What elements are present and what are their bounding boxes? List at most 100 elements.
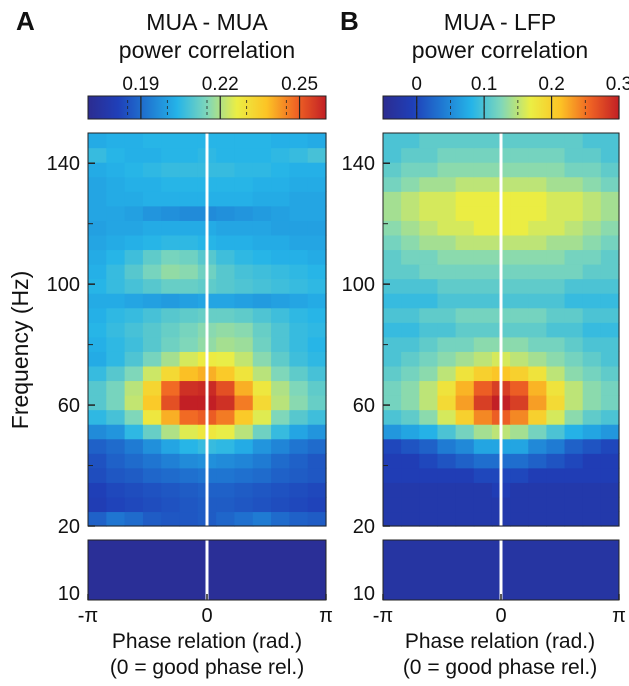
heatmap-cell <box>124 365 144 382</box>
heatmap-cell <box>401 409 420 425</box>
heatmap-cell <box>106 511 126 527</box>
heatmap-cell <box>142 307 162 323</box>
heatmap-cell <box>383 511 402 527</box>
heatmap-cell <box>383 322 402 338</box>
heatmap-cell <box>179 424 199 440</box>
heatmap-cell <box>437 438 457 454</box>
heatmap-cell <box>437 293 457 309</box>
heatmap-cell <box>161 395 181 411</box>
y-tick-label: 20 <box>353 516 375 538</box>
heatmap-cell <box>473 395 493 411</box>
heatmap-cell <box>124 133 144 149</box>
heatmap-cell <box>88 482 107 498</box>
heatmap-cell <box>383 496 402 513</box>
panel-a-subtitle: power correlation <box>119 37 295 63</box>
heatmap-cell <box>307 293 327 309</box>
heatmap-cell <box>179 278 199 294</box>
heatmap-cell <box>419 482 439 498</box>
heatmap-cell <box>234 133 254 149</box>
heatmap-cell <box>234 176 254 192</box>
heatmap-cell <box>419 264 439 280</box>
heatmap-cell <box>307 307 327 323</box>
heatmap-cell <box>401 365 420 382</box>
heatmap-cell <box>179 133 199 149</box>
colorbar-a-ticks <box>127 96 301 119</box>
heatmap-cell <box>234 322 254 338</box>
heatmap-cell <box>252 424 272 440</box>
heatmap-cell <box>289 307 309 323</box>
heatmap-cell <box>455 133 475 149</box>
heatmap-cell <box>510 409 529 425</box>
heatmap-cell <box>161 438 181 454</box>
heatmap-cell <box>88 336 107 352</box>
heatmap-cell <box>546 496 566 513</box>
heatmap-cell <box>473 365 493 382</box>
heatmap-cell <box>600 220 620 236</box>
heatmap-cell <box>546 351 566 367</box>
heatmap-cell <box>234 264 254 280</box>
heatmap-cell <box>401 380 420 396</box>
heatmap-cell <box>234 336 254 352</box>
heatmap-cell <box>179 293 199 309</box>
heatmap-cell <box>419 147 439 163</box>
heatmap-cell <box>600 351 620 367</box>
heatmap-cell <box>564 147 584 163</box>
heatmap-cell <box>88 438 107 454</box>
heatmap-cell <box>546 176 566 192</box>
heatmap-cell <box>142 336 162 352</box>
y-tick-label: 20 <box>58 516 80 538</box>
heatmap-cell <box>289 322 309 338</box>
panel-a-label: A <box>16 6 35 36</box>
heatmap-cell <box>252 365 272 382</box>
heatmap-cell <box>564 482 584 498</box>
heatmap-cell <box>401 205 420 221</box>
heatmap-cell <box>383 293 402 309</box>
heatmap-cell <box>437 322 457 338</box>
heatmap-cell <box>234 249 254 265</box>
heatmap-cell <box>88 278 107 294</box>
heatmap-cell <box>564 467 584 483</box>
heatmap-cell <box>582 453 602 469</box>
heatmap-cell <box>216 147 236 163</box>
heatmap-cell <box>510 511 529 527</box>
heatmap-cell <box>216 424 236 440</box>
heatmap-cell <box>307 395 327 411</box>
heatmap-cell <box>528 249 547 265</box>
heatmap-cell <box>289 191 309 207</box>
heatmap-cell <box>582 424 602 440</box>
heatmap-cell <box>289 249 309 265</box>
heatmap-cell <box>419 191 439 207</box>
heatmap-cell <box>510 336 529 352</box>
heatmap-cell <box>473 249 493 265</box>
heatmap-cell <box>455 438 475 454</box>
heatmap-cell <box>289 467 309 483</box>
heatmap-cell <box>106 496 126 513</box>
heatmap-cell <box>307 365 327 382</box>
heatmap-cell <box>106 424 126 440</box>
heatmap-cell <box>161 380 181 396</box>
heatmap-cell <box>252 191 272 207</box>
heatmap-cell <box>455 424 475 440</box>
heatmap-cell <box>437 380 457 396</box>
heatmap-cell <box>179 336 199 352</box>
heatmap-cell <box>510 220 529 236</box>
heatmap-cell <box>289 409 309 425</box>
heatmap-cell <box>528 336 547 352</box>
heatmap-cell <box>600 482 620 498</box>
heatmap-cell <box>106 147 126 163</box>
heatmap-cell <box>179 453 199 469</box>
heatmap-cell <box>419 162 439 178</box>
heatmap-cell <box>564 220 584 236</box>
heatmap-cell <box>106 234 126 251</box>
heatmap-cell <box>473 322 493 338</box>
heatmap-cell <box>289 234 309 251</box>
heatmap-cell <box>437 467 457 483</box>
heatmap-cell <box>546 380 566 396</box>
heatmap-cell <box>179 380 199 396</box>
heatmap-cell <box>528 293 547 309</box>
heatmap-cell <box>252 205 272 221</box>
heatmap-cell <box>271 191 290 207</box>
heatmap-cell <box>88 511 107 527</box>
colorbar-tick-label: 0.19 <box>122 74 159 95</box>
heatmap-cell <box>510 133 529 149</box>
